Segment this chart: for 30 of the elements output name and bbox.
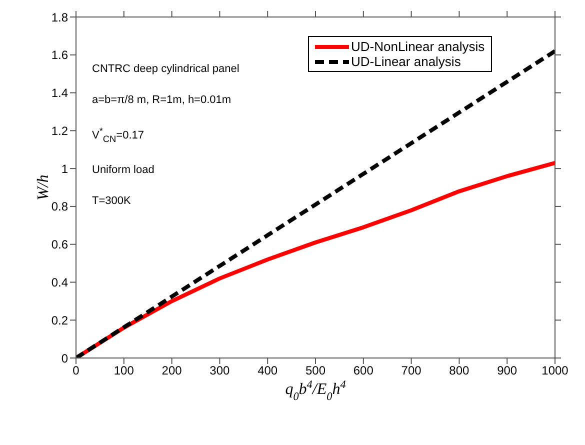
y-tick-label: 0.2 [51,313,68,328]
x-tick-label: 700 [401,364,422,378]
y-tick-label: 1 [61,162,68,176]
x-tick-label: 400 [258,364,278,378]
y-tick-label: 0.4 [51,275,68,290]
annotation: a=b=π/8 m, R=1m, h=0.01m [92,93,232,108]
x-tick-label: 1000 [542,364,569,378]
legend-label: UD-Linear analysis [351,54,461,69]
y-tick-label: 0.6 [51,238,68,252]
y-tick-label: 0.8 [51,200,68,214]
y-tick-label: 1.8 [51,10,68,24]
y-tick-label: 1.4 [51,86,68,100]
x-axis-title: q$_{0}$b$^{4}$/E$_{0}$h$^{4}$ [285,379,346,403]
y-axis-title: W/h [35,174,52,200]
x-tick-label: 900 [497,364,518,378]
annotation: V$^{*}$$_{CN}$=0.17 [92,125,145,146]
legend-label: UD-NonLinear analysis [351,39,485,54]
y-tick-label: 1.2 [51,124,68,138]
x-tick-label: 500 [305,364,326,378]
y-tick-label: 1.6 [51,48,68,62]
x-tick-label: 0 [72,364,80,378]
x-tick-label: 200 [162,364,182,378]
x-tick-label: 100 [114,364,134,378]
y-tick-label: 0 [61,351,68,366]
annotation: T=300K [92,194,132,209]
annotation: CNTRC deep cylindrical panel [92,62,240,77]
x-tick-label: 600 [353,364,374,378]
annotation: Uniform load [92,162,156,178]
x-tick-label: 800 [449,364,470,378]
x-tick-label: 300 [210,364,230,378]
